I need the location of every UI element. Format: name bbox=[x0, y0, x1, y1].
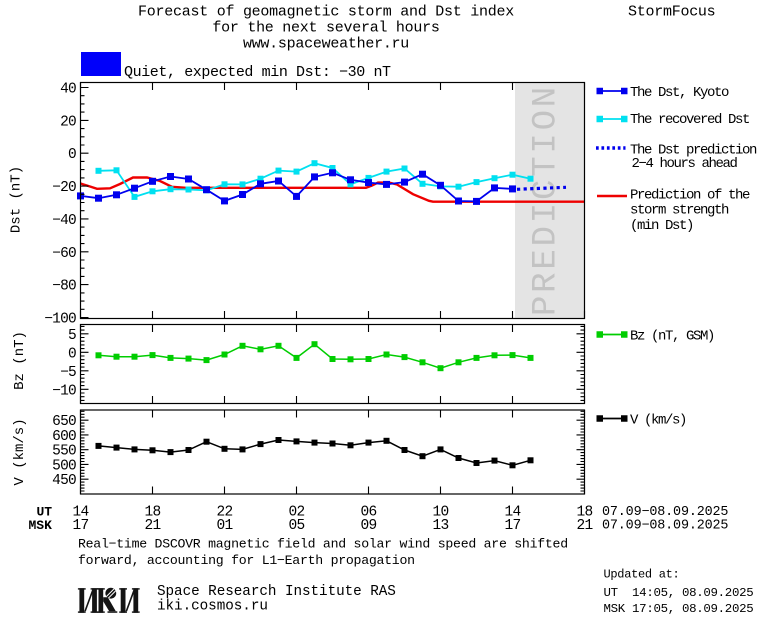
svg-text:14: 14 bbox=[505, 505, 521, 521]
svg-text:V (km/s): V (km/s) bbox=[630, 413, 686, 429]
svg-text:0: 0 bbox=[68, 147, 76, 163]
svg-text:550: 550 bbox=[52, 444, 76, 460]
svg-text:−20: −20 bbox=[52, 180, 76, 196]
svg-text:Dst (nT): Dst (nT) bbox=[9, 166, 25, 233]
svg-text:22: 22 bbox=[217, 505, 233, 521]
svg-text:The Dst, Kyoto: The Dst, Kyoto bbox=[630, 85, 729, 101]
svg-text:The recovered Dst: The recovered Dst bbox=[630, 112, 749, 128]
svg-text:−100: −100 bbox=[44, 312, 76, 328]
svg-text:MSK 17:05, 08.09.2025: MSK 17:05, 08.09.2025 bbox=[604, 602, 754, 616]
svg-text:500: 500 bbox=[52, 458, 76, 474]
svg-text:10: 10 bbox=[433, 505, 449, 521]
svg-text:14: 14 bbox=[73, 505, 89, 521]
svg-text:09: 09 bbox=[361, 518, 377, 534]
svg-text:Space Research Institute RAS: Space Research Institute RAS bbox=[157, 584, 396, 600]
svg-text:Quiet, expected min Dst: −30 n: Quiet, expected min Dst: −30 nT bbox=[124, 64, 391, 81]
svg-text:650: 650 bbox=[52, 414, 76, 430]
svg-text:17: 17 bbox=[505, 518, 521, 534]
svg-text:Bz (nT, GSM): Bz (nT, GSM) bbox=[630, 329, 714, 345]
svg-text:−10: −10 bbox=[52, 383, 76, 399]
svg-text:2−4 hours ahead: 2−4 hours ahead bbox=[632, 156, 738, 172]
svg-text:Real−time DSCOVR magnetic fiel: Real−time DSCOVR magnetic field and sola… bbox=[78, 537, 568, 552]
svg-text:21: 21 bbox=[577, 518, 593, 534]
svg-text:13: 13 bbox=[433, 518, 449, 534]
svg-text:PREDICTION: PREDICTION bbox=[528, 84, 566, 316]
svg-text:07.09−08.09.2025: 07.09−08.09.2025 bbox=[602, 505, 728, 520]
svg-text:−80: −80 bbox=[52, 279, 76, 295]
svg-text:02: 02 bbox=[289, 505, 305, 521]
svg-text:01: 01 bbox=[217, 518, 233, 534]
svg-text:Prediction of the: Prediction of the bbox=[630, 188, 750, 204]
svg-text:storm strength: storm strength bbox=[630, 203, 729, 219]
svg-text:18: 18 bbox=[145, 505, 161, 521]
svg-text:18: 18 bbox=[577, 505, 593, 521]
svg-text:0: 0 bbox=[68, 346, 76, 362]
svg-text:17: 17 bbox=[73, 518, 89, 534]
svg-text:UT: UT bbox=[37, 505, 53, 520]
svg-text:−60: −60 bbox=[52, 246, 76, 262]
svg-text:(min Dst): (min Dst) bbox=[630, 218, 693, 234]
svg-text:−5: −5 bbox=[60, 365, 76, 381]
svg-text:5: 5 bbox=[68, 328, 76, 344]
svg-text:StormFocus: StormFocus bbox=[628, 4, 715, 21]
svg-text:20: 20 bbox=[60, 114, 76, 130]
svg-text:Updated at:: Updated at: bbox=[604, 568, 680, 582]
svg-text:−40: −40 bbox=[52, 213, 76, 229]
svg-text:V (km/s): V (km/s) bbox=[12, 418, 28, 485]
svg-text:The Dst prediction: The Dst prediction bbox=[630, 143, 757, 159]
svg-text:Forecast of geomagnetic storm: Forecast of geomagnetic storm and Dst in… bbox=[138, 4, 514, 21]
svg-text:21: 21 bbox=[145, 518, 161, 534]
svg-text:for the next several hours: for the next several hours bbox=[212, 20, 439, 37]
svg-text:07.09−08.09.2025: 07.09−08.09.2025 bbox=[602, 519, 728, 534]
svg-text:05: 05 bbox=[289, 518, 305, 534]
svg-text:Bz (nT): Bz (nT) bbox=[12, 331, 28, 390]
svg-text:UT 14:05, 08.09.2025: UT 14:05, 08.09.2025 bbox=[604, 586, 754, 600]
svg-text:06: 06 bbox=[361, 505, 377, 521]
svg-text:www.spaceweather.ru: www.spaceweather.ru bbox=[243, 36, 409, 53]
svg-text:450: 450 bbox=[52, 473, 76, 489]
svg-text:iki.cosmos.ru: iki.cosmos.ru bbox=[157, 599, 268, 615]
svg-text:MSK: MSK bbox=[29, 518, 53, 533]
svg-text:forward, accounting for L1−Ear: forward, accounting for L1−Earth propaga… bbox=[78, 553, 415, 568]
svg-text:40: 40 bbox=[60, 82, 76, 98]
svg-text:600: 600 bbox=[52, 429, 76, 445]
